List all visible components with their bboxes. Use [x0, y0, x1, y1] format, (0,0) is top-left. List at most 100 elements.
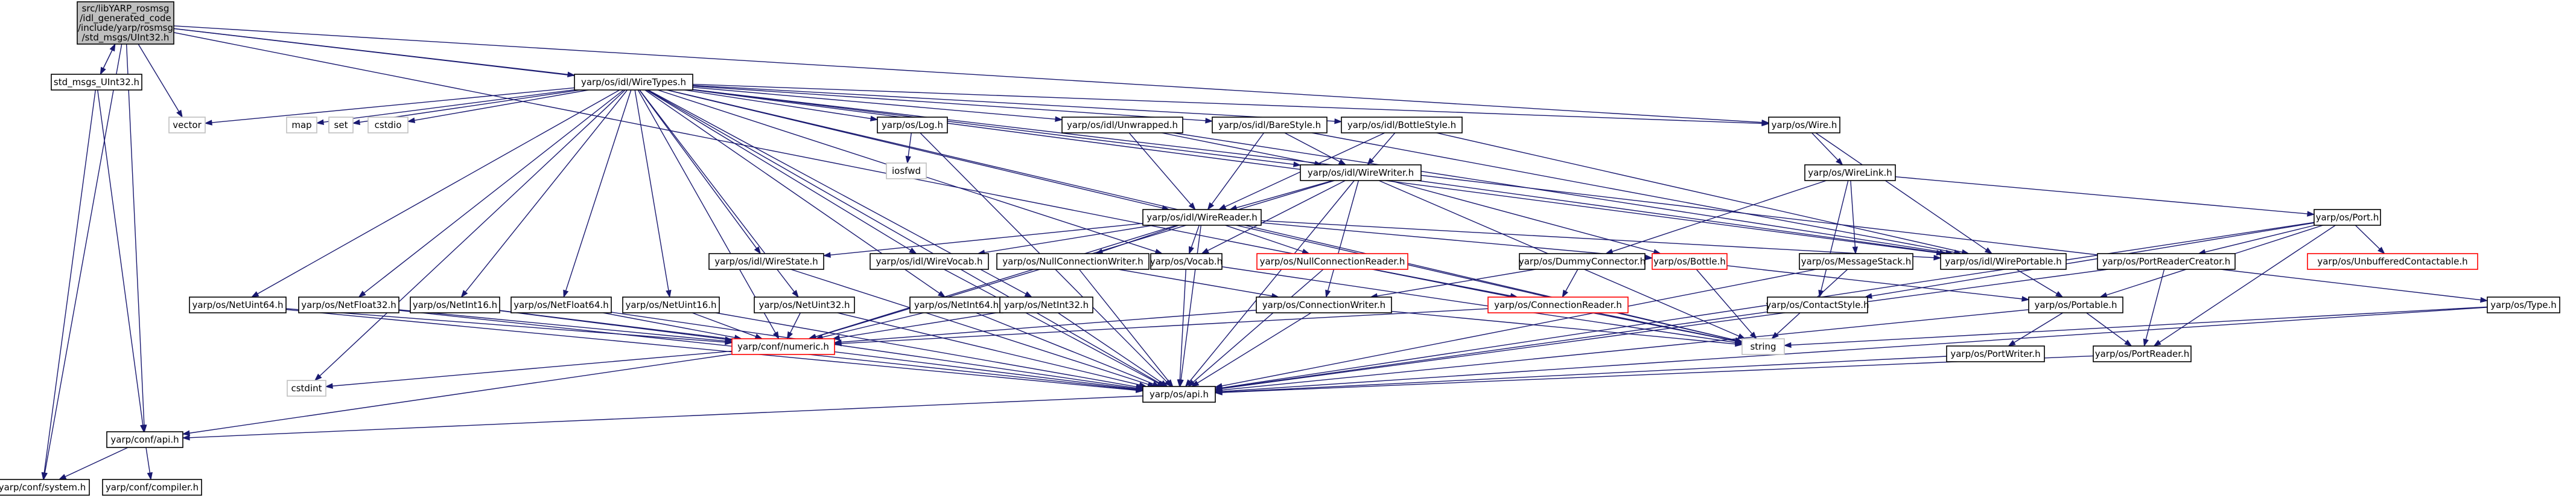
- node-cfg_comp[interactable]: yarp/conf/compiler.h: [102, 479, 202, 496]
- node-box: [1300, 164, 1422, 181]
- edge-wiretypes-to-cstdio: [407, 89, 589, 123]
- edge-root-to-cfg_api: [126, 43, 147, 433]
- arrowhead-icon: [2055, 291, 2064, 298]
- edge-line: [2355, 225, 2380, 249]
- node-wirevocab[interactable]: yarp/os/idl/WireVocab.h: [870, 253, 989, 270]
- node-wirewriter[interactable]: yarp/os/idl/WireWriter.h: [1300, 164, 1422, 181]
- edge-line: [44, 43, 122, 473]
- node-wire[interactable]: yarp/os/Wire.h: [1768, 117, 1840, 133]
- node-portreadercreator[interactable]: yarp/os/PortReaderCreator.h: [2097, 253, 2236, 270]
- node-portable[interactable]: yarp/os/Portable.h: [2028, 296, 2123, 313]
- arrowhead-icon: [1852, 246, 1859, 255]
- arrowhead-icon: [182, 435, 190, 441]
- edge-dummyconn-to-connreader: [1562, 269, 1579, 298]
- edge-line: [126, 43, 145, 426]
- node-log[interactable]: yarp/os/Log.h: [877, 117, 948, 133]
- node-msgstack[interactable]: yarp/os/MessageStack.h: [1799, 253, 1913, 270]
- edge-line: [2159, 225, 2336, 343]
- node-connwriter[interactable]: yarp/os/ConnectionWriter.h: [1256, 296, 1392, 313]
- node-port[interactable]: yarp/os/Port.h: [2314, 209, 2381, 226]
- node-bottlestyle[interactable]: yarp/os/idl/BottleStyle.h: [1341, 117, 1463, 133]
- node-netint16[interactable]: yarp/os/NetInt16.h: [410, 296, 500, 313]
- node-vocab[interactable]: yarp/os/Vocab.h: [1150, 253, 1223, 270]
- edge-line: [1726, 265, 2023, 300]
- node-nullconnwriter[interactable]: yarp/os/NullConnectionWriter.h: [996, 253, 1150, 270]
- edge-wiretypes-to-netuint16: [634, 89, 672, 298]
- node-numeric[interactable]: yarp/conf/numeric.h: [731, 338, 835, 355]
- node-box: [168, 117, 206, 133]
- node-box: [410, 296, 500, 313]
- node-portwriter[interactable]: yarp/os/PortWriter.h: [1946, 345, 2045, 362]
- edge-wireportable-to-portable: [2016, 269, 2064, 298]
- edge-wiretypes-to-numeric: [637, 89, 780, 340]
- edge-line: [189, 395, 1143, 438]
- edge-line: [1197, 312, 1312, 383]
- edge-line: [173, 32, 1736, 342]
- node-contactstyle[interactable]: yarp/os/ContactStyle.h: [1766, 296, 1869, 313]
- edge-wirewriter-to-connwriter: [1325, 180, 1360, 298]
- edge-line: [841, 309, 1257, 343]
- edge-line: [1221, 269, 1816, 386]
- node-unbuffered[interactable]: yarp/os/UnbufferedContactable.h: [2307, 253, 2478, 270]
- arrowhead-icon: [833, 341, 842, 347]
- node-cfg_sys[interactable]: yarp/conf/system.h: [0, 479, 90, 496]
- node-root[interactable]: src/libYARP_rosmsg/idl_generated_code/in…: [77, 1, 174, 45]
- arrowhead-icon: [909, 248, 917, 254]
- node-label: yarp/os/idl/WireTypes.h: [581, 77, 686, 88]
- edge-line: [173, 28, 2481, 301]
- node-wirestate[interactable]: yarp/os/idl/WireState.h: [708, 253, 824, 270]
- node-su32[interactable]: std_msgs_UInt32.h: [51, 74, 142, 91]
- node-bottle[interactable]: yarp/os/Bottle.h: [1652, 253, 1728, 270]
- node-label: yarp/os/NetInt32.h: [1004, 300, 1089, 310]
- node-box: [754, 296, 855, 313]
- edge-wiretypes-to-wirewriter: [692, 89, 1302, 167]
- node-label: yarp/os/PortWriter.h: [1950, 348, 2040, 359]
- node-netuint64[interactable]: yarp/os/NetUint64.h: [189, 296, 287, 313]
- node-netint32[interactable]: yarp/os/NetInt32.h: [999, 296, 1093, 313]
- node-cfg_api[interactable]: yarp/conf/api.h: [106, 431, 183, 448]
- node-netfloat64[interactable]: yarp/os/NetFloat64.h: [510, 296, 612, 313]
- node-unwrapped[interactable]: yarp/os/idl/Unwrapped.h: [1061, 117, 1183, 133]
- node-nullconnreader[interactable]: yarp/os/NullConnectionReader.h: [1256, 253, 1408, 270]
- edge-wiretypes-to-log: [684, 89, 879, 121]
- node-label: yarp/os/idl/WireVocab.h: [876, 256, 982, 267]
- edge-wiretypes-to-barestyle: [692, 85, 1213, 124]
- edge-line: [1311, 132, 1955, 253]
- node-netint64[interactable]: yarp/os/NetInt64.h: [909, 296, 1003, 313]
- edge-line: [2204, 225, 2315, 253]
- edge-line: [1179, 269, 1186, 380]
- node-dummyconn[interactable]: yarp/os/DummyConnector.h: [1519, 253, 1646, 270]
- node-label: yarp/os/idl/WirePortable.h: [1945, 256, 2062, 267]
- node-netuint16[interactable]: yarp/os/NetUint16.h: [622, 296, 720, 313]
- edge-line: [790, 269, 1149, 385]
- edge-line: [2014, 312, 2064, 343]
- edge-line: [1811, 132, 1839, 161]
- node-wirereader[interactable]: yarp/os/idl/WireReader.h: [1142, 209, 1262, 226]
- edge-line: [1207, 180, 1346, 251]
- node-netfloat32[interactable]: yarp/os/NetFloat32.h: [298, 296, 399, 313]
- edge-line: [666, 89, 1163, 209]
- edge-netuint64-to-os_api: [285, 309, 1144, 393]
- node-barestyle[interactable]: yarp/os/idl/BareStyle.h: [1212, 117, 1328, 133]
- node-label: yarp/os/idl/WireWriter.h: [1308, 167, 1414, 178]
- edge-line: [984, 225, 1154, 253]
- node-portreader[interactable]: yarp/os/PortReader.h: [2093, 345, 2192, 362]
- edge-line: [323, 89, 575, 123]
- node-type[interactable]: yarp/os/Type.h: [2487, 296, 2560, 313]
- node-label: map: [291, 120, 311, 130]
- edge-line: [822, 312, 924, 338]
- node-netuint32[interactable]: yarp/os/NetUint32.h: [754, 296, 855, 313]
- edge-line: [285, 308, 726, 343]
- node-wirelink[interactable]: yarp/os/WireLink.h: [1804, 164, 1896, 181]
- arrowhead-icon: [1218, 204, 1227, 210]
- node-box: [102, 479, 202, 496]
- edge-wiretypes-to-map: [316, 89, 575, 125]
- edge-line: [1221, 307, 2488, 392]
- edge-line: [646, 89, 911, 251]
- node-wireportable[interactable]: yarp/os/idl/WirePortable.h: [1940, 253, 2067, 270]
- node-wiretypes[interactable]: yarp/os/idl/WireTypes.h: [574, 74, 693, 91]
- edge-bottlestyle-to-wireportable: [1436, 132, 1970, 255]
- edge-wiretypes-to-netfloat32: [358, 89, 624, 298]
- node-connreader[interactable]: yarp/os/ConnectionReader.h: [1487, 296, 1629, 313]
- node-os_api[interactable]: yarp/os/api.h: [1142, 386, 1216, 403]
